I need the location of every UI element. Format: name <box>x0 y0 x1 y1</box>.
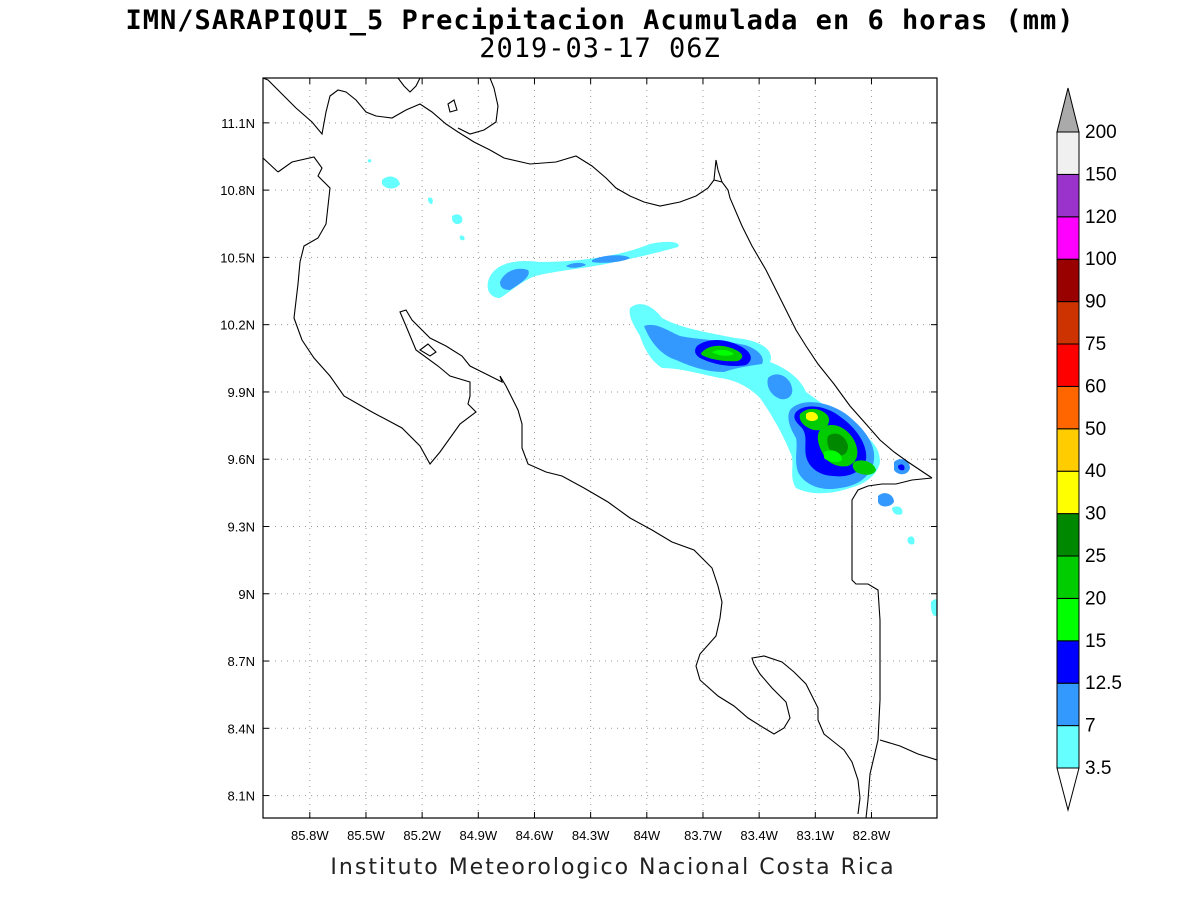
lake-nicaragua-north <box>457 78 499 135</box>
plot-frame <box>262 77 938 819</box>
colorbar-swatch <box>1056 597 1080 642</box>
colorbar-swatch <box>1056 343 1080 387</box>
x-tick-label: 83.1W <box>797 828 835 843</box>
y-tick-label: 10.5N <box>220 250 255 265</box>
x-tick-label: 84.9W <box>460 828 498 843</box>
nicaragua-lake-shore <box>263 78 933 479</box>
map-subtitle: 2019-03-17 06Z <box>479 33 721 64</box>
precip-cell <box>930 599 937 617</box>
colorbar-swatch <box>1056 258 1080 303</box>
colorbar-level-label: 120 <box>1085 207 1117 228</box>
colorbar-level-label: 90 <box>1085 292 1106 313</box>
x-tick-label: 84.3W <box>572 828 610 843</box>
precip-area-north-band-core <box>500 268 529 290</box>
y-tick-label: 8.4N <box>228 721 255 736</box>
colorbar-level-label: 75 <box>1085 334 1106 355</box>
y-tick-label: 10.8N <box>220 183 255 198</box>
colorbar-swatch <box>1056 216 1080 260</box>
precip-area-limon-max <box>806 411 818 421</box>
y-tick-label: 9.9N <box>228 385 255 400</box>
colorbar-swatch <box>1056 513 1080 557</box>
colorbar-swatch <box>1056 725 1080 769</box>
precip-cell <box>428 197 433 204</box>
precip-cell <box>892 506 903 515</box>
colorbar-swatch <box>1056 173 1080 218</box>
precip-area-central-core <box>712 349 734 356</box>
northern-coast <box>263 157 279 173</box>
colorbar-level-label: 30 <box>1085 504 1106 525</box>
precip-cell <box>452 214 463 225</box>
colorbar-level-label: 150 <box>1085 164 1117 185</box>
colorbar-level-label: 40 <box>1085 461 1106 482</box>
gulf-island <box>419 343 437 357</box>
precip-cell <box>459 235 465 241</box>
colorbar-swatch <box>1056 301 1080 345</box>
precip-area-limon-core <box>827 433 848 456</box>
map-title: IMN/SARAPIQUI_5 Precipitacion Acumulada … <box>125 5 1075 36</box>
colorbar-level-label: 7 <box>1085 716 1096 737</box>
panama-border <box>851 477 933 818</box>
y-tick-label: 11.1N <box>221 116 255 131</box>
colorbar-swatch <box>1056 470 1080 515</box>
precip-cell <box>907 536 915 545</box>
x-axis-tick-labels: 85.8W 85.5W 85.2W 84.9W 84.6W 84.3W 84W 83.7W 83… <box>291 828 891 843</box>
precip-cell <box>878 493 894 507</box>
precip-cell <box>382 176 400 189</box>
colorbar-swatch <box>1056 385 1080 430</box>
y-tick-label: 10.2N <box>220 318 255 333</box>
y-tick-label: 8.7N <box>228 654 255 669</box>
x-tick-label: 82.8W <box>853 828 891 843</box>
colorbar-low-arrow <box>1056 767 1080 812</box>
y-tick-label: 8.1N <box>228 789 255 804</box>
x-tick-label: 84W <box>633 828 660 843</box>
panama-coast <box>879 739 937 761</box>
colorbar-level-label: 25 <box>1085 546 1106 567</box>
colorbar-level-label: 200 <box>1085 122 1117 143</box>
precip-area-north-band-core <box>566 262 586 268</box>
precip-area-north-band-core <box>592 255 630 263</box>
lake-island <box>447 99 458 113</box>
y-tick-label: 9N <box>238 587 255 602</box>
colorbar-level-label: 15 <box>1085 631 1106 652</box>
colorbar: 3.5 7 12.5 15 20 25 30 40 50 60 75 90 100 120 150 200 <box>1056 87 1122 812</box>
x-tick-label: 83.4W <box>740 828 778 843</box>
colorbar-level-label: 20 <box>1085 588 1106 609</box>
x-tick-label: 85.8W <box>291 828 329 843</box>
precipitation-field <box>367 159 937 617</box>
lake-nicaragua-south <box>397 78 421 93</box>
precip-area-limon-core <box>824 450 842 463</box>
x-tick-label: 83.7W <box>684 828 722 843</box>
footer-credit: Instituto Meteorologico Nacional Costa R… <box>330 855 896 880</box>
colorbar-level-label: 100 <box>1085 249 1117 270</box>
x-tick-label: 84.6W <box>516 828 554 843</box>
colorbar-high-arrow <box>1056 87 1080 133</box>
colorbar-swatch <box>1056 555 1080 599</box>
colorbar-swatch <box>1056 682 1080 727</box>
colorbar-level-label: 12.5 <box>1085 673 1122 694</box>
caribbean-coast <box>713 179 723 183</box>
precip-area-mid <box>767 374 793 400</box>
precip-cell <box>367 159 372 163</box>
colorbar-swatch <box>1056 428 1080 472</box>
nicaragua-border <box>277 156 861 815</box>
colorbar-swatch <box>1056 131 1080 175</box>
colorbar-swatch <box>1056 640 1080 684</box>
x-tick-label: 85.2W <box>403 828 441 843</box>
x-tick-label: 85.5W <box>347 828 385 843</box>
colorbar-level-label: 60 <box>1085 376 1106 397</box>
precip-area-limon-core <box>852 460 876 475</box>
y-tick-label: 9.6N <box>228 452 255 467</box>
colorbar-level-label: 3.5 <box>1085 758 1111 779</box>
precip-area-north-band <box>487 241 679 298</box>
y-axis-tick-labels: 11.1N 10.8N 10.5N 10.2N 9.9N 9.6N 9.3N 9N 8.7N 8.… <box>220 116 255 804</box>
colorbar-level-label: 50 <box>1085 419 1106 440</box>
axis-ticks <box>263 78 937 818</box>
coastlines-borders <box>263 78 937 818</box>
precip-cell <box>898 464 905 471</box>
y-tick-label: 9.3N <box>228 519 255 534</box>
